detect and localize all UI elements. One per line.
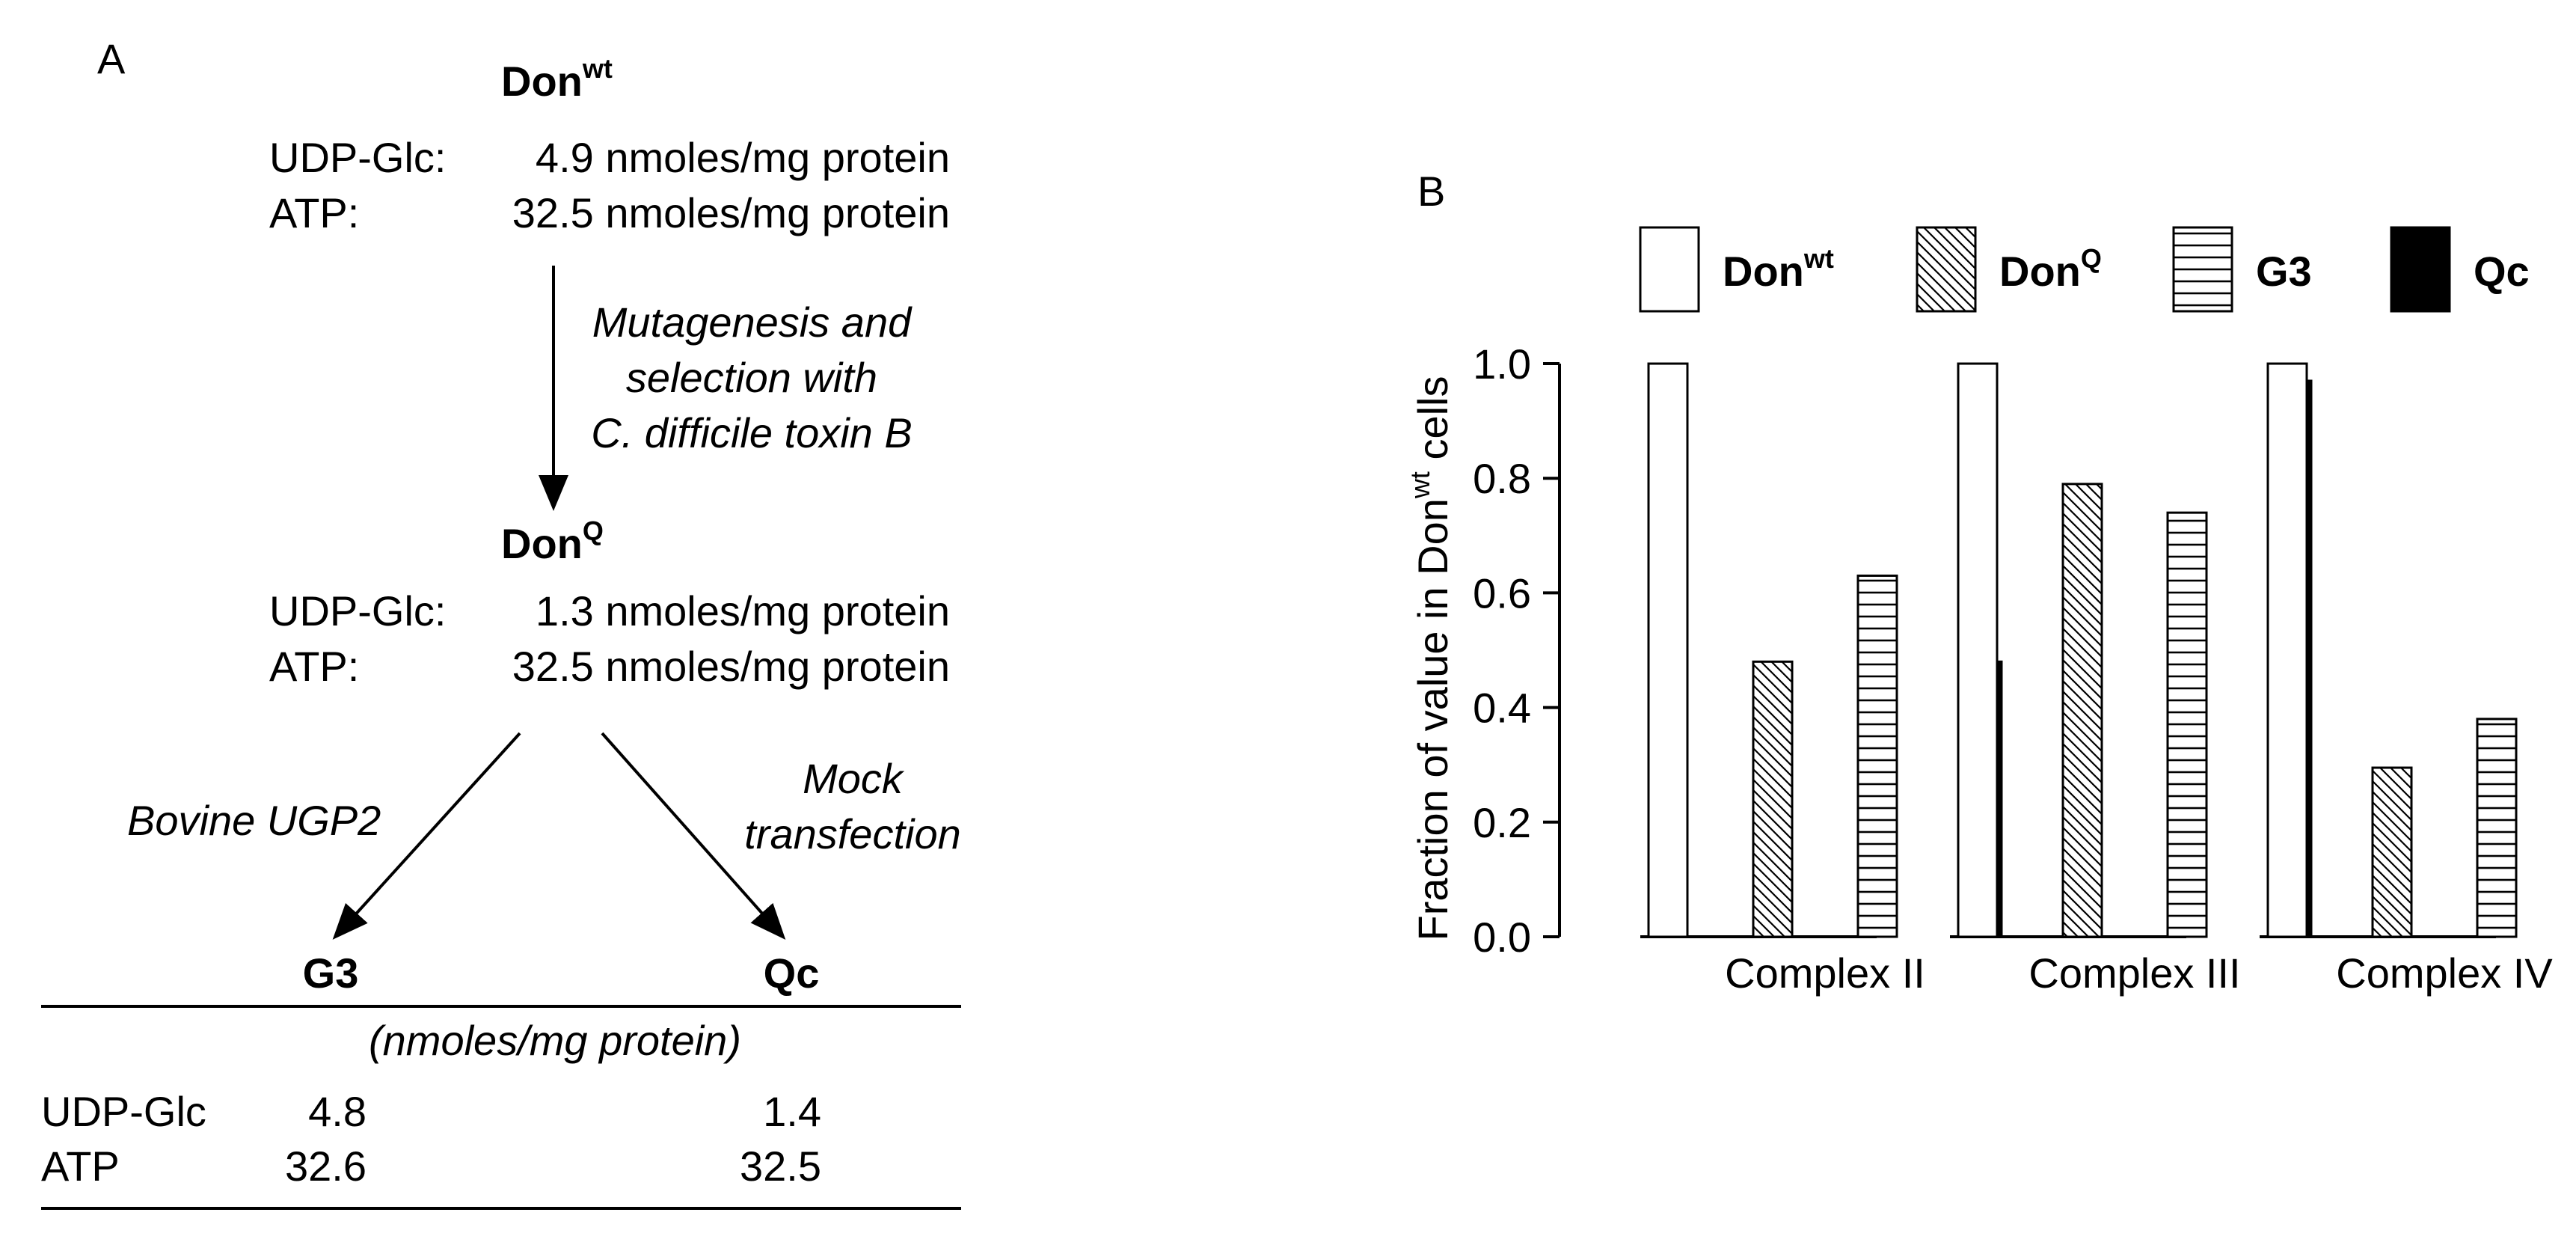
mock-text: Mock bbox=[803, 755, 905, 802]
panel-a: A Donwt UDP-Glc: 4.9 nmoles/mg protein A… bbox=[41, 35, 961, 1210]
table-cell: 32.6 bbox=[285, 1143, 367, 1190]
y-axis-label-main: Fraction of value in Don bbox=[1409, 498, 1456, 941]
y-tick-label: 0.6 bbox=[1473, 569, 1531, 617]
ugp2-arrow bbox=[332, 732, 521, 940]
legend-swatch bbox=[2172, 226, 2233, 313]
table-row-label: ATP bbox=[41, 1143, 120, 1190]
y-axis-label-sup: wt bbox=[1405, 471, 1435, 499]
table-col-qc: Qc bbox=[764, 949, 820, 997]
mutagenesis-text: selection with bbox=[626, 354, 877, 401]
bar bbox=[2166, 511, 2208, 938]
legend-label: G3 bbox=[2256, 248, 2312, 295]
donq-row-value: 32.5 nmoles/mg protein bbox=[512, 643, 950, 690]
ugp2-text: Bovine UGP2 bbox=[127, 797, 381, 844]
mutagenesis-text: Mutagenesis and bbox=[592, 299, 913, 346]
y-tick-label: 0.8 bbox=[1473, 455, 1531, 502]
donwt-name: Don bbox=[501, 58, 583, 105]
donwt-row-label: ATP: bbox=[269, 189, 359, 236]
legend-label: Donwt bbox=[1723, 243, 1834, 295]
bar bbox=[2266, 362, 2308, 938]
table-cell: 4.8 bbox=[308, 1088, 367, 1135]
x-category-label: Complex IV bbox=[2336, 949, 2553, 997]
bar bbox=[1752, 660, 1794, 938]
table-row-label: UDP-Glc bbox=[41, 1088, 206, 1135]
y-tick-label: 0.4 bbox=[1473, 685, 1531, 732]
bar bbox=[2061, 483, 2103, 938]
mock-arrow bbox=[601, 732, 786, 940]
x-category-label: Complex II bbox=[1725, 949, 1925, 997]
y-axis-label: Fraction of value in Donwt cells bbox=[1405, 376, 1456, 941]
donq-heading: DonQ bbox=[501, 516, 604, 567]
bar bbox=[1647, 362, 1689, 938]
donq-sup: Q bbox=[583, 516, 604, 546]
legend-label: Qc bbox=[2474, 248, 2530, 295]
legend-swatch bbox=[1916, 226, 1977, 313]
table-col-g3: G3 bbox=[303, 949, 359, 997]
donwt-row-value: 32.5 nmoles/mg protein bbox=[512, 189, 950, 236]
bar bbox=[2476, 718, 2518, 938]
legend-label: DonQ bbox=[1999, 243, 2102, 295]
bar bbox=[1856, 574, 1898, 938]
y-tick-label: 1.0 bbox=[1473, 340, 1531, 388]
table-cell: 1.4 bbox=[763, 1088, 821, 1135]
donq-row-value: 1.3 nmoles/mg protein bbox=[536, 587, 950, 634]
panel-b: B Donwt DonQ G3 Qc 0.0 0.2 0.4 0.6 0.8 1.0 Comple… bbox=[1405, 168, 2553, 997]
panel-a-label: A bbox=[97, 35, 126, 82]
bar bbox=[2371, 766, 2413, 938]
x-category-label: Complex III bbox=[2028, 949, 2240, 997]
chart-legend: Donwt DonQ G3 Qc bbox=[1639, 226, 2530, 313]
donq-row-label: UDP-Glc: bbox=[269, 587, 446, 634]
donq-row-label: ATP: bbox=[269, 643, 359, 690]
mutagenesis-text: C. difficile toxin B bbox=[591, 409, 913, 456]
donwt-row-label: UDP-Glc: bbox=[269, 134, 446, 181]
panel-b-label: B bbox=[1417, 168, 1445, 215]
legend-swatch bbox=[1639, 226, 1700, 313]
mock-text: transfection bbox=[744, 810, 961, 857]
y-tick-label: 0.0 bbox=[1473, 914, 1531, 961]
bar bbox=[1957, 362, 1999, 938]
y-axis-label-suffix: cells bbox=[1409, 376, 1456, 471]
chart-plot: 0.0 0.2 0.4 0.6 0.8 1.0 Complex II Complex III C… bbox=[1473, 340, 2553, 997]
legend-swatch bbox=[2390, 226, 2451, 313]
table-cell: 32.5 bbox=[740, 1143, 821, 1190]
donwt-sup: wt bbox=[582, 53, 613, 84]
donwt-heading: Donwt bbox=[501, 53, 613, 105]
table-units: (nmoles/mg protein) bbox=[369, 1017, 741, 1064]
y-tick-label: 0.2 bbox=[1473, 799, 1531, 846]
donwt-row-value: 4.9 nmoles/mg protein bbox=[536, 134, 950, 181]
donq-name: Don bbox=[501, 520, 583, 567]
